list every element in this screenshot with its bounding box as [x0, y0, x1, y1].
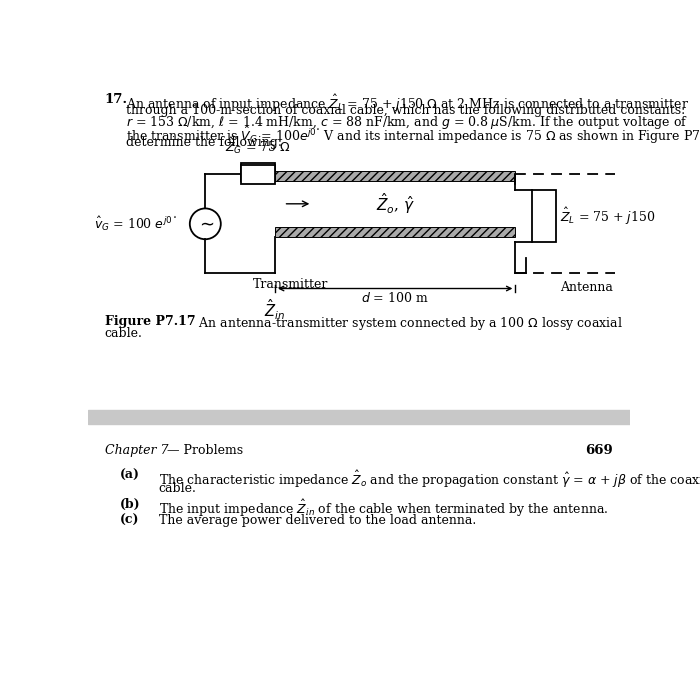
Text: through a 100-m section of coaxial cable, which has the following distributed co: through a 100-m section of coaxial cable…	[126, 104, 685, 117]
Text: $\hat{v}_G$ = 100 $e^{j0^\circ}$: $\hat{v}_G$ = 100 $e^{j0^\circ}$	[94, 215, 177, 233]
Text: An antenna of input impedance $\hat{Z}_L$ = 75 + $j$150 $\Omega$ at 2 MHz is con: An antenna of input impedance $\hat{Z}_L…	[126, 93, 690, 114]
Text: determine the following:: determine the following:	[126, 136, 282, 149]
Bar	[275, 227, 515, 237]
Text: (b): (b)	[120, 498, 141, 511]
Text: the transmitter is $\hat{V}_G$ = 100$e^{j0^{\circ}}$ V and its internal impedanc: the transmitter is $\hat{V}_G$ = 100$e^{…	[126, 125, 700, 146]
Bar	[275, 171, 515, 182]
Text: The characteristic impedance $\hat{Z}_o$ and the propagation constant $\hat{\gam: The characteristic impedance $\hat{Z}_o$…	[159, 468, 700, 490]
Text: (c): (c)	[120, 514, 139, 527]
Text: $\hat{Z}_L$ = 75 + $j$150: $\hat{Z}_L$ = 75 + $j$150	[560, 206, 656, 227]
Bar	[88, 410, 630, 424]
Text: — Problems: — Problems	[167, 444, 243, 457]
Text: An antenna-transmitter system connected by a 100 $\Omega$ lossy coaxial: An antenna-transmitter system connected …	[187, 314, 622, 332]
Text: Chapter 7: Chapter 7	[104, 444, 168, 457]
Text: cable.: cable.	[104, 327, 142, 340]
Text: (a): (a)	[120, 468, 140, 482]
Text: $\sim$: $\sim$	[196, 214, 215, 232]
Text: $\hat{Z}_o$, $\hat{\gamma}$: $\hat{Z}_o$, $\hat{\gamma}$	[375, 191, 415, 216]
Text: $\hat{Z}_G$ = 75 $\Omega$: $\hat{Z}_G$ = 75 $\Omega$	[225, 136, 290, 156]
Text: $r$ = 153 $\Omega$/km, $\ell$ = 1.4 mH/km, $c$ = 88 nF/km, and $g$ = 0.8 $\mu$S/: $r$ = 153 $\Omega$/km, $\ell$ = 1.4 mH/k…	[126, 115, 688, 131]
Bar	[241, 163, 275, 182]
Text: 17.: 17.	[104, 93, 127, 106]
Text: Transmitter: Transmitter	[253, 278, 328, 291]
Text: Figure P7.17: Figure P7.17	[104, 314, 195, 328]
Text: $\hat{Z}_{in}$: $\hat{Z}_{in}$	[265, 298, 286, 322]
Bar	[531, 190, 556, 243]
Text: The input impedance $\hat{Z}_{in}$ of the cable when terminated by the antenna.: The input impedance $\hat{Z}_{in}$ of th…	[159, 498, 608, 519]
Text: 669: 669	[585, 444, 613, 457]
Text: $d$ = 100 m: $d$ = 100 m	[361, 291, 429, 305]
Bar	[241, 165, 275, 184]
Text: Antenna: Antenna	[560, 281, 613, 294]
Text: The average power delivered to the load antenna.: The average power delivered to the load …	[159, 514, 476, 527]
Text: cable.: cable.	[159, 482, 197, 495]
